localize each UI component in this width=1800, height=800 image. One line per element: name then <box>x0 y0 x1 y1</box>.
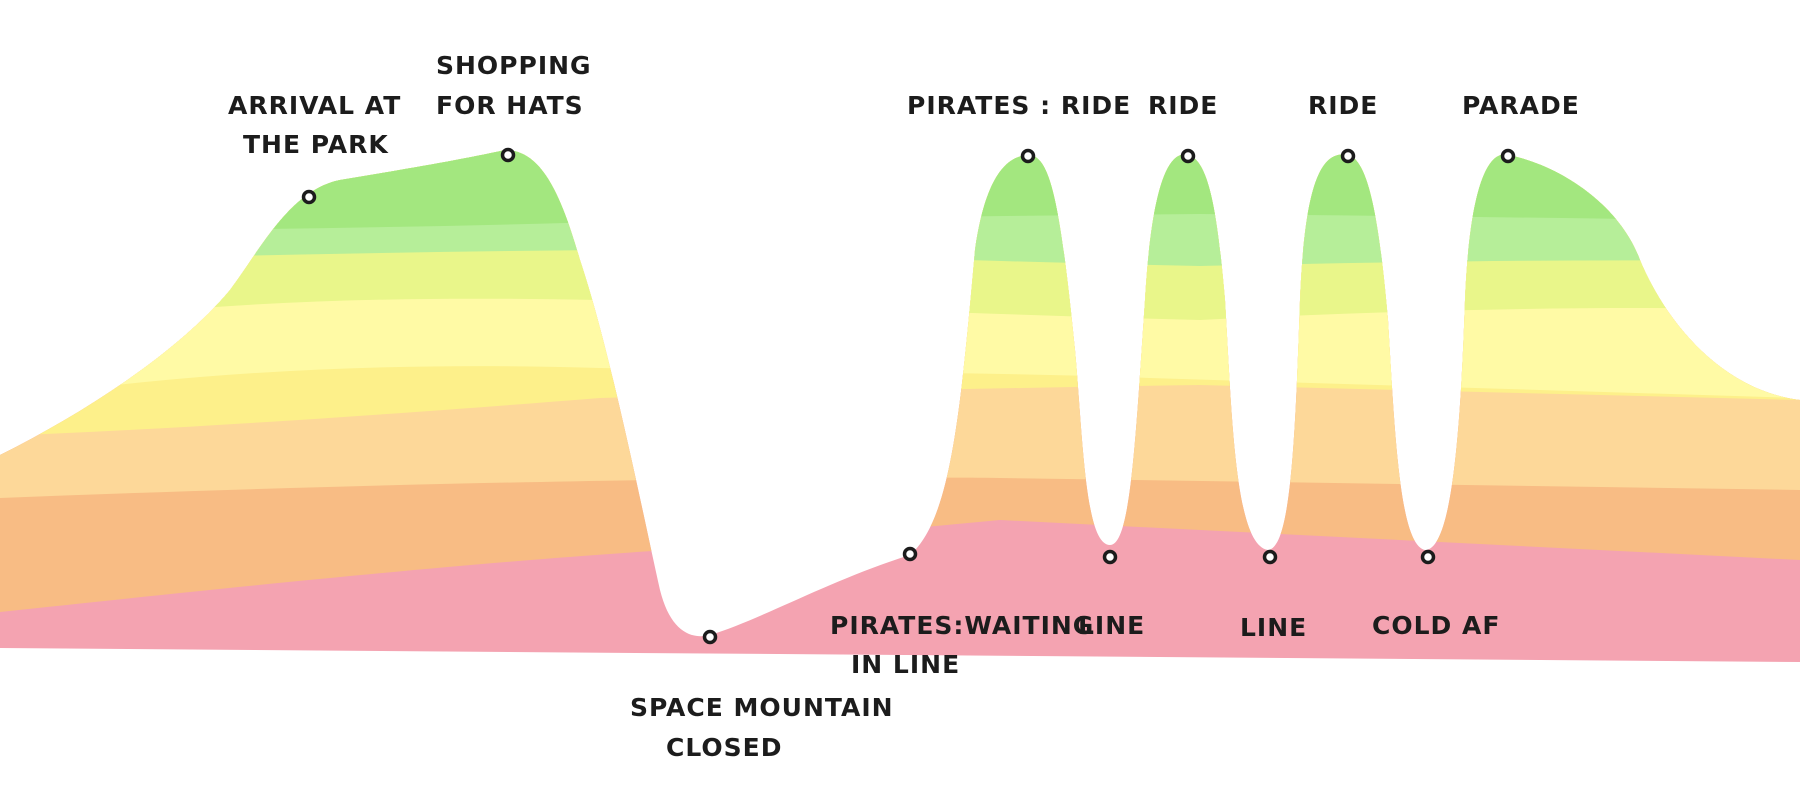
marker-line-1 <box>1102 549 1118 565</box>
label-ride-2: RIDE <box>1148 91 1218 120</box>
label-pirates-wait-line1: PIRATES:WAITING <box>830 611 1094 640</box>
event-labels: ARRIVAL AT THE PARK SHOPPING FOR HATS SP… <box>228 51 1580 762</box>
event-markers <box>301 147 1516 645</box>
label-shopping-line2: FOR HATS <box>436 91 584 120</box>
marker-cold <box>1420 549 1436 565</box>
marker-ride-2 <box>1180 148 1196 164</box>
label-pirates-wait-line2: IN LINE <box>851 650 960 679</box>
label-arrival-line1: ARRIVAL AT <box>228 91 401 120</box>
marker-pirates-waiting <box>902 546 918 562</box>
marker-shopping <box>500 147 516 163</box>
label-space-line1: SPACE MOUNTAIN <box>630 693 894 722</box>
marker-space-mountain <box>702 629 718 645</box>
marker-pirates-ride <box>1020 148 1036 164</box>
label-arrival-line2: THE PARK <box>243 130 389 159</box>
marker-arrival <box>301 189 317 205</box>
label-ride-3: RIDE <box>1308 91 1378 120</box>
label-cold: COLD AF <box>1372 611 1500 640</box>
label-parade: PARADE <box>1462 91 1580 120</box>
label-pirates-ride: PIRATES : RIDE <box>907 91 1131 120</box>
marker-ride-3 <box>1340 148 1356 164</box>
label-line-1: LINE <box>1078 611 1145 640</box>
label-line-2: LINE <box>1240 613 1307 642</box>
mood-band-high <box>0 150 1800 232</box>
label-shopping-line1: SHOPPING <box>436 51 592 80</box>
label-space-line2: CLOSED <box>666 733 782 762</box>
marker-line-2 <box>1262 549 1278 565</box>
marker-parade <box>1500 148 1516 164</box>
